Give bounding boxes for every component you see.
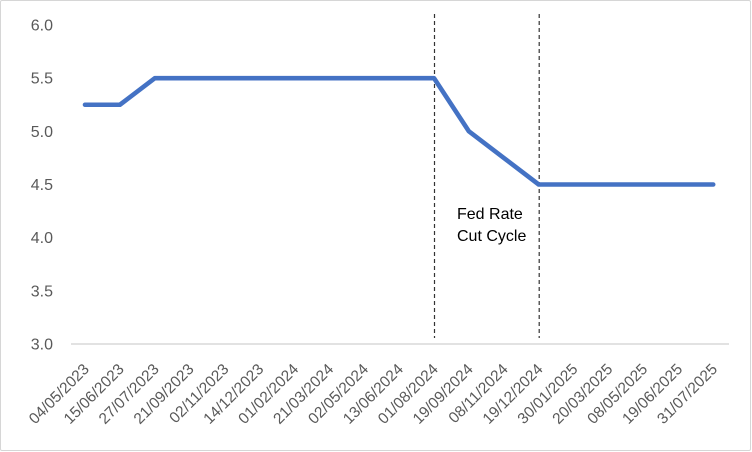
y-tick-label: 3.5 [31, 283, 53, 300]
y-tick-label: 3.0 [31, 337, 53, 354]
y-tick-label: 6.0 [31, 18, 53, 35]
fed-rate-cut-cycle-annotation: Fed Rate Cut Cycle [457, 204, 526, 248]
y-tick-label: 5.5 [31, 71, 53, 88]
annotation-line-2: Cut Cycle [457, 228, 527, 245]
annotation-line-1: Fed Rate [457, 206, 523, 223]
y-tick-label: 4.0 [31, 230, 53, 247]
y-tick-label: 5.0 [31, 124, 53, 141]
rate-line-series [82, 75, 716, 187]
y-tick-label: 4.5 [31, 177, 53, 194]
